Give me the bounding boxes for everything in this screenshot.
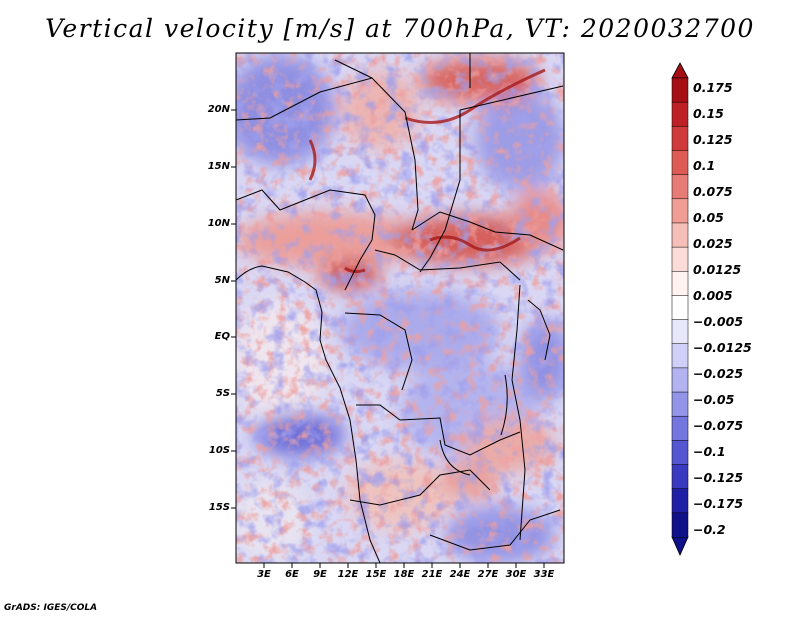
colorbar-segment — [671, 415, 689, 441]
colorbar-label: 0.175 — [693, 80, 733, 95]
lon-label: 33E — [533, 569, 555, 580]
lon-label: 30E — [505, 569, 527, 580]
colorbar-label: 0.075 — [693, 184, 733, 199]
lat-label: EQ — [214, 331, 230, 342]
colorbar-label: −0.125 — [693, 470, 744, 485]
lat-label: 10N — [207, 218, 230, 229]
colorbar-segment — [671, 512, 689, 538]
colorbar-label: −0.2 — [693, 522, 726, 537]
colorbar-segment — [671, 150, 689, 176]
lat-label: 5S — [215, 388, 230, 399]
lon-label: 12E — [337, 569, 359, 580]
colorbar-label: −0.05 — [693, 392, 735, 407]
colorbar-segment — [671, 440, 689, 466]
colorbar-segment — [671, 77, 689, 103]
colorbar-label: −0.175 — [693, 496, 744, 511]
vertical-velocity-field — [236, 53, 564, 563]
colorbar — [671, 62, 689, 556]
lon-label: 9E — [313, 569, 327, 580]
colorbar-label: 0.025 — [693, 236, 733, 251]
colorbar-segment — [671, 126, 689, 152]
colorbar-label: −0.0125 — [693, 340, 752, 355]
lon-label: 15E — [365, 569, 387, 580]
lon-label: 21E — [421, 569, 443, 580]
colorbar-segment — [671, 295, 689, 321]
colorbar-segment — [671, 319, 689, 345]
colorbar-label: 0.05 — [693, 210, 724, 225]
colorbar-segment — [671, 343, 689, 369]
software-credit: GrADS: IGES/COLA — [4, 603, 98, 613]
colorbar-label: 0.005 — [693, 288, 733, 303]
country-borders — [236, 53, 564, 563]
colorbar-label: 0.15 — [693, 106, 724, 121]
colorbar-label: −0.025 — [693, 366, 744, 381]
colorbar-segment — [671, 198, 689, 224]
colorbar-bottom-arrow — [671, 536, 689, 556]
colorbar-label: −0.1 — [693, 444, 726, 459]
colorbar-segment — [671, 246, 689, 272]
colorbar-segment — [671, 101, 689, 127]
lat-label: 5N — [214, 275, 230, 286]
colorbar-segment — [671, 464, 689, 490]
colorbar-label: 0.0125 — [693, 262, 742, 277]
plot-title: Vertical velocity [m/s] at 700hPa, VT: 2… — [45, 14, 755, 43]
lon-label: 24E — [449, 569, 471, 580]
lat-label: 10S — [208, 445, 230, 456]
lon-label: 18E — [393, 569, 415, 580]
lon-label: 6E — [285, 569, 299, 580]
lat-label: 15N — [207, 161, 230, 172]
colorbar-label: −0.005 — [693, 314, 744, 329]
colorbar-label: 0.125 — [693, 132, 733, 147]
colorbar-segment — [671, 222, 689, 248]
colorbar-label: −0.075 — [693, 418, 744, 433]
lon-label: 3E — [257, 569, 271, 580]
lon-label: 27E — [477, 569, 499, 580]
colorbar-segment — [671, 488, 689, 514]
colorbar-segment — [671, 391, 689, 417]
axis-ticks — [231, 109, 545, 568]
colorbar-top-arrow — [671, 62, 689, 79]
lat-label: 15S — [208, 502, 230, 513]
colorbar-segment — [671, 271, 689, 296]
colorbar-segment — [671, 174, 689, 200]
colorbar-label: 0.1 — [693, 158, 716, 173]
colorbar-segment — [671, 367, 689, 393]
lat-label: 20N — [207, 104, 230, 115]
map-frame — [235, 52, 565, 564]
